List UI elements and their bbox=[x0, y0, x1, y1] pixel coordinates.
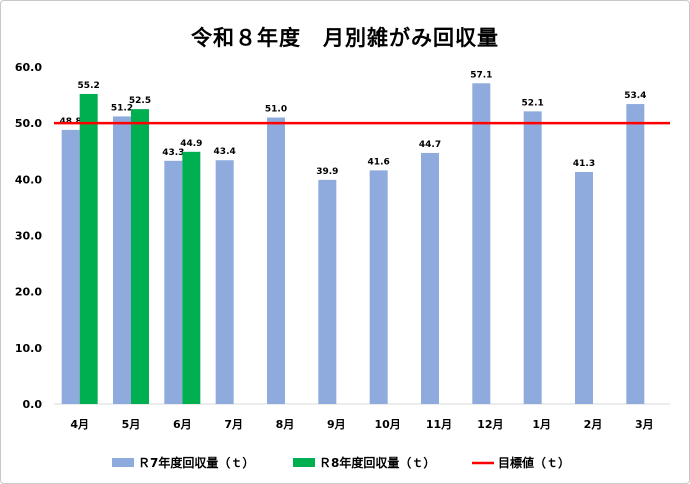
data-label-r7: 53.4 bbox=[624, 91, 646, 101]
legend-r8-swatch bbox=[293, 458, 315, 467]
bar-r8 bbox=[182, 151, 201, 404]
x-tick-label: 2月 bbox=[584, 418, 603, 431]
legend-r7-label: Ｒ7年度回収量（ｔ） bbox=[138, 455, 254, 470]
y-tick-label: 30.0 bbox=[15, 230, 42, 243]
data-label-r7: 41.6 bbox=[368, 157, 390, 167]
y-tick-label: 60.0 bbox=[15, 61, 42, 74]
data-label-r7: 51.2 bbox=[111, 103, 133, 113]
bar-r7 bbox=[215, 160, 234, 404]
bar-r8 bbox=[131, 109, 149, 404]
data-label-r7: 51.0 bbox=[265, 105, 287, 115]
x-tick-label: 11月 bbox=[426, 418, 452, 431]
x-tick-label: 9月 bbox=[327, 418, 346, 431]
y-tick-label: 20.0 bbox=[15, 286, 42, 299]
bar-r7 bbox=[113, 116, 131, 404]
data-label-r7: 39.9 bbox=[316, 167, 338, 177]
x-tick-label: 3月 bbox=[635, 418, 654, 431]
data-label-r7: 57.1 bbox=[470, 70, 492, 80]
data-label-r8: 44.9 bbox=[180, 139, 202, 149]
data-label-r7: 43.3 bbox=[162, 148, 184, 158]
bar-r7 bbox=[626, 104, 645, 404]
y-tick-label: 50.0 bbox=[15, 117, 42, 130]
bar-r7 bbox=[369, 170, 388, 404]
legend-target-label: 目標値（ｔ） bbox=[498, 455, 570, 470]
x-tick-label: 5月 bbox=[122, 418, 141, 431]
y-tick-label: 40.0 bbox=[15, 173, 42, 186]
bar-r7 bbox=[267, 117, 285, 405]
x-tick-label: 6月 bbox=[173, 418, 192, 431]
x-tick-label: 8月 bbox=[276, 418, 295, 431]
x-tick-label: 4月 bbox=[70, 418, 89, 431]
data-label-r7: 43.4 bbox=[214, 147, 236, 157]
y-tick-label: 0.0 bbox=[23, 398, 43, 411]
x-tick-label: 12月 bbox=[477, 418, 503, 431]
bar-r8 bbox=[79, 93, 98, 405]
legend-r7-swatch bbox=[112, 458, 134, 467]
bar-r7 bbox=[318, 179, 337, 404]
y-tick-label: 10.0 bbox=[15, 342, 42, 355]
bar-r7 bbox=[472, 83, 491, 404]
bar-r7 bbox=[164, 160, 183, 404]
data-label-r8: 52.5 bbox=[129, 96, 151, 106]
data-label-r7: 41.3 bbox=[573, 159, 595, 169]
data-label-r7: 44.7 bbox=[419, 140, 441, 150]
bar-r7 bbox=[523, 111, 542, 404]
x-tick-label: 7月 bbox=[224, 418, 243, 431]
bar-r7 bbox=[575, 172, 593, 404]
data-label-r7: 52.1 bbox=[522, 98, 544, 108]
legend-r8-label: Ｒ8年度回収量（ｔ） bbox=[319, 455, 435, 470]
chart-title: 令和８年度 月別雑がみ回収量 bbox=[191, 26, 499, 50]
data-label-r7: 48.8 bbox=[60, 117, 82, 127]
x-tick-label: 10月 bbox=[375, 418, 401, 431]
x-tick-label: 1月 bbox=[532, 418, 551, 431]
data-label-r8: 55.2 bbox=[78, 81, 100, 91]
bar-r7 bbox=[421, 152, 439, 404]
bar-r7 bbox=[61, 129, 80, 404]
